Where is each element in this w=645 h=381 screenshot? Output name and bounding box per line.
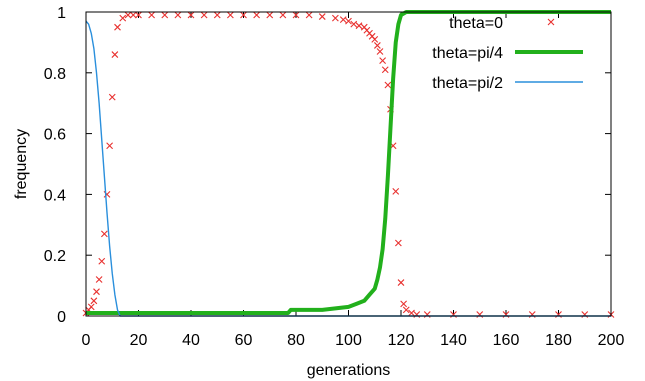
data-point <box>93 288 100 296</box>
data-point <box>266 11 274 19</box>
data-point <box>397 279 405 286</box>
data-point <box>87 303 95 311</box>
data-point <box>98 257 106 265</box>
data-point <box>187 11 195 19</box>
x-tick-label: 140 <box>440 332 467 349</box>
data-point <box>350 20 358 28</box>
data-point <box>345 17 352 25</box>
y-tick-label: 0.8 <box>44 66 66 83</box>
data-point <box>371 35 379 43</box>
data-point <box>200 11 208 19</box>
data-point <box>111 51 119 58</box>
x-tick-label: 0 <box>82 332 91 349</box>
data-point <box>279 11 287 19</box>
legend: theta=0 theta=pi/4 theta=pi/2 <box>432 15 583 92</box>
data-point <box>108 93 116 101</box>
plot-frame <box>85 11 612 317</box>
data-point <box>292 11 300 19</box>
data-point <box>226 11 234 19</box>
y-tick-label: 0.6 <box>44 127 66 144</box>
y-tick-label: 0.4 <box>44 187 66 204</box>
y-tick-label: 0 <box>57 309 66 326</box>
data-point <box>213 11 221 19</box>
data-point <box>129 11 137 19</box>
data-point <box>174 11 182 19</box>
axis-ticks: 0 20 40 60 80 100 120 140 160 180 200 0 0.2 0.4 0.6 0.8… <box>44 5 625 349</box>
series-line <box>85 20 611 317</box>
series-1 <box>82 11 615 318</box>
legend-label: theta=pi/4 <box>432 45 503 62</box>
x-tick-label: 120 <box>388 332 415 349</box>
data-point <box>355 22 363 30</box>
data-point <box>100 230 108 238</box>
x-tick-label: 20 <box>130 332 148 349</box>
data-point <box>339 16 347 23</box>
data-point <box>124 11 132 19</box>
data-point <box>135 11 142 19</box>
y-axis-label: frequency <box>13 129 30 199</box>
data-point <box>394 239 402 247</box>
data-point <box>253 11 261 19</box>
legend-marker <box>547 18 555 26</box>
data-point <box>384 81 392 89</box>
x-tick-label: 180 <box>545 332 572 349</box>
data-point <box>331 14 339 22</box>
x-tick-label: 80 <box>287 332 305 349</box>
y-tick-label: 1 <box>57 5 66 22</box>
data-point <box>379 57 387 65</box>
data-point <box>305 11 313 19</box>
y-tick-label: 0.2 <box>44 248 66 265</box>
data-point <box>106 142 114 150</box>
data-point <box>381 66 389 74</box>
data-point <box>376 48 384 55</box>
x-tick-label: 100 <box>335 332 362 349</box>
series-2 <box>86 10 611 315</box>
legend-label: theta=pi/2 <box>432 75 503 92</box>
data-point <box>408 309 415 317</box>
series-line <box>86 10 611 315</box>
legend-label: theta=0 <box>449 15 503 32</box>
x-tick-label: 200 <box>598 332 625 349</box>
data-point <box>240 11 247 19</box>
data-point <box>90 297 98 305</box>
data-point <box>400 300 408 308</box>
data-point <box>318 13 326 20</box>
data-point <box>95 276 103 283</box>
x-tick-label: 40 <box>182 332 200 349</box>
x-tick-label: 160 <box>493 332 520 349</box>
data-point <box>392 187 400 195</box>
series-3 <box>85 20 611 317</box>
data-point <box>402 306 410 314</box>
data-point <box>161 11 169 19</box>
x-axis-label: generations <box>307 362 391 379</box>
data-point <box>114 23 121 31</box>
series-layer <box>82 10 615 318</box>
x-tick-label: 60 <box>235 332 253 349</box>
data-point <box>119 14 127 22</box>
data-point <box>373 42 381 49</box>
data-point <box>148 11 156 19</box>
